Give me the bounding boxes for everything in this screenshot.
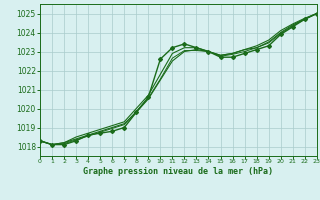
- X-axis label: Graphe pression niveau de la mer (hPa): Graphe pression niveau de la mer (hPa): [84, 167, 273, 176]
